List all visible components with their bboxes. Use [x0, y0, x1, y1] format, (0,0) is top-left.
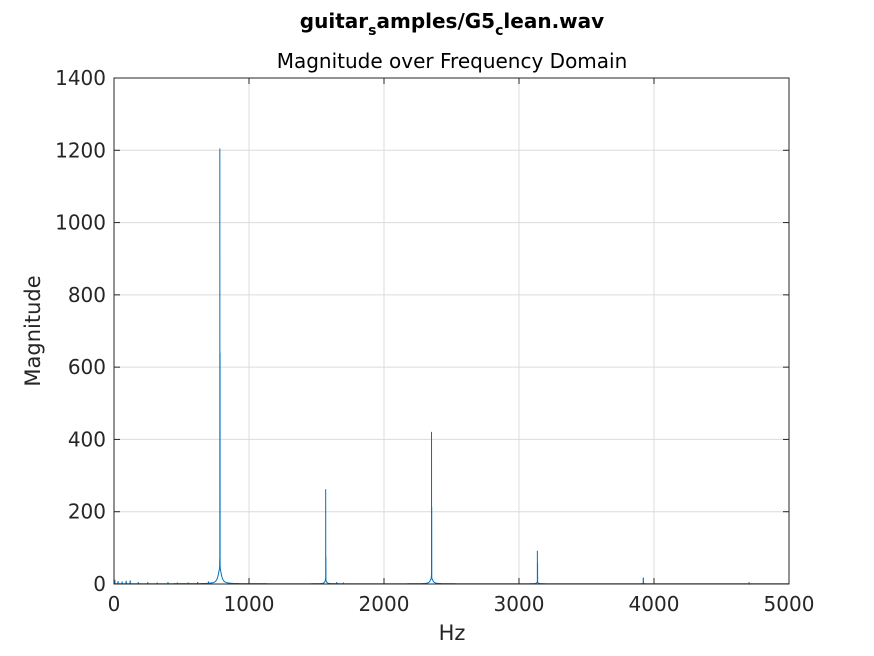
chart-title: guitarsamples/G5clean.wav	[300, 9, 604, 39]
x-tick-label: 2000	[359, 592, 410, 616]
title-part: amples/G5	[376, 9, 495, 33]
x-tick-label: 1000	[224, 592, 275, 616]
y-tick-label: 400	[68, 427, 106, 451]
y-tick-label: 600	[68, 355, 106, 379]
x-tick-label: 0	[108, 592, 121, 616]
x-tick-label: 3000	[494, 592, 545, 616]
grid-lines	[114, 78, 789, 584]
y-tick-labels: 0 200 400 600 800 1000 1200 1400	[55, 66, 106, 596]
y-tick-label: 200	[68, 500, 106, 524]
title-part: s	[368, 23, 376, 39]
series-line	[113, 148, 789, 586]
y-tick-label: 1400	[55, 66, 106, 90]
x-tick-label: 4000	[629, 592, 680, 616]
title-part: c	[495, 23, 503, 39]
y-axis-label: Magnitude	[21, 275, 45, 386]
title-part: guitar	[300, 9, 368, 33]
title-part: lean.wav	[503, 9, 604, 33]
x-tick-labels: 0 1000 2000 3000 4000 5000	[108, 592, 815, 616]
plot-frame	[113, 77, 790, 585]
magnitude-series-path	[113, 148, 789, 586]
y-tick-label: 1000	[55, 211, 106, 235]
chart-subtitle: Magnitude over Frequency Domain	[277, 49, 628, 73]
x-tick-label: 5000	[764, 592, 815, 616]
y-tick-label: 1200	[55, 138, 106, 162]
y-tick-label: 0	[93, 572, 106, 596]
y-tick-label: 800	[68, 283, 106, 307]
axis-ticks	[113, 77, 790, 585]
x-axis-label: Hz	[439, 621, 466, 645]
